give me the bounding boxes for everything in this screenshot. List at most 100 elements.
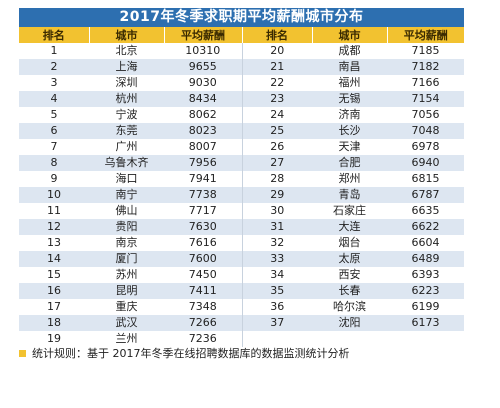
rank-cell: 1 (19, 43, 89, 59)
table-row: 1 北京 10310 20 成都 7185 (19, 43, 464, 59)
salary-cell: 7717 (164, 203, 242, 219)
header-city-right: 城市 (312, 27, 388, 43)
rank-cell: 2 (19, 59, 89, 75)
table-row: 16 昆明 7411 35 长春 6223 (19, 283, 464, 299)
header-rank-left: 排名 (19, 27, 90, 43)
table-row: 11 佛山 7717 30 石家庄 6635 (19, 203, 464, 219)
rank-cell: 6 (19, 123, 89, 139)
city-cell: 上海 (89, 59, 164, 75)
rank-cell: 8 (19, 155, 89, 171)
table-row: 18 武汉 7266 37 沈阳 6173 (19, 315, 464, 331)
salary-cell: 7630 (164, 219, 242, 235)
city-cell: 宁波 (89, 107, 164, 123)
rank-cell: 34 (241, 267, 312, 283)
rank-cell: 13 (19, 235, 89, 251)
rank-cell: 4 (19, 91, 89, 107)
rank-cell: 27 (241, 155, 312, 171)
city-cell: 成都 (312, 43, 387, 59)
footnote-text: 统计规则：基于 2017年冬季在线招聘数据库的数据监测统计分析 (32, 347, 350, 360)
city-cell: 广州 (89, 139, 164, 155)
rank-cell: 23 (241, 91, 312, 107)
rank-cell: 12 (19, 219, 89, 235)
table-row: 5 宁波 8062 24 济南 7056 (19, 107, 464, 123)
rank-cell: 7 (19, 139, 89, 155)
salary-cell: 6393 (387, 267, 464, 283)
bullet-square-icon (19, 349, 26, 357)
salary-cell: 7738 (164, 187, 242, 203)
table-row: 6 东莞 8023 25 长沙 7048 (19, 123, 464, 139)
city-cell: 大连 (312, 219, 387, 235)
city-cell: 海口 (89, 171, 164, 187)
salary-cell: 6940 (387, 155, 464, 171)
rank-cell: 29 (241, 187, 312, 203)
salary-cell: 8062 (164, 107, 242, 123)
rank-cell: 28 (241, 171, 312, 187)
city-cell: 济南 (312, 107, 387, 123)
salary-ranking-figure: 2017年冬季求职期平均薪酬城市分布 排名 城市 平均薪酬 排名 城市 平均薪酬… (19, 8, 464, 347)
rank-cell: 18 (19, 315, 89, 331)
city-cell: 福州 (312, 75, 387, 91)
salary-cell: 7048 (387, 123, 464, 139)
rank-cell: 25 (241, 123, 312, 139)
table-row: 7 广州 8007 26 天津 6978 (19, 139, 464, 155)
table-header-row: 排名 城市 平均薪酬 排名 城市 平均薪酬 (19, 27, 464, 43)
figure-title: 2017年冬季求职期平均薪酬城市分布 (19, 8, 464, 27)
table-row: 17 重庆 7348 36 哈尔滨 6199 (19, 299, 464, 315)
header-salary-left: 平均薪酬 (164, 27, 243, 43)
table-body: 1 北京 10310 20 成都 7185 2 上海 9655 21 南昌 7182 3 深圳 9030 22… (19, 43, 464, 347)
rank-cell: 21 (241, 59, 312, 75)
rank-cell: 11 (19, 203, 89, 219)
salary-cell: 7185 (387, 43, 464, 59)
salary-cell: 7616 (164, 235, 242, 251)
rank-cell: 36 (241, 299, 312, 315)
salary-cell: 6173 (387, 315, 464, 331)
salary-cell: 6604 (387, 235, 464, 251)
salary-cell: 6978 (387, 139, 464, 155)
rank-cell: 5 (19, 107, 89, 123)
rank-cell: 15 (19, 267, 89, 283)
salary-cell: 7956 (164, 155, 242, 171)
table-row: 8 乌鲁木齐 7956 27 合肥 6940 (19, 155, 464, 171)
salary-cell: 7600 (164, 251, 242, 267)
salary-cell: 7154 (387, 91, 464, 107)
city-cell: 西安 (312, 267, 387, 283)
table-row: 14 厦门 7600 33 太原 6489 (19, 251, 464, 267)
rank-cell: 9 (19, 171, 89, 187)
table-row: 4 杭州 8434 23 无锡 7154 (19, 91, 464, 107)
city-cell: 贵阳 (89, 219, 164, 235)
table-row: 2 上海 9655 21 南昌 7182 (19, 59, 464, 75)
city-cell: 北京 (89, 43, 164, 59)
city-cell: 昆明 (89, 283, 164, 299)
city-cell: 苏州 (89, 267, 164, 283)
salary-cell: 7450 (164, 267, 242, 283)
salary-cell: 7266 (164, 315, 242, 331)
salary-cell: 6815 (387, 171, 464, 187)
city-cell: 沈阳 (312, 315, 387, 331)
city-cell: 杭州 (89, 91, 164, 107)
salary-cell: 7056 (387, 107, 464, 123)
city-cell: 深圳 (89, 75, 164, 91)
salary-table: 排名 城市 平均薪酬 排名 城市 平均薪酬 1 北京 10310 20 成都 7185 2 上… (19, 27, 464, 347)
rank-cell: 30 (241, 203, 312, 219)
salary-cell: 8434 (164, 91, 242, 107)
rank-cell: 16 (19, 283, 89, 299)
salary-cell: 6199 (387, 299, 464, 315)
rank-cell: 32 (241, 235, 312, 251)
rank-cell (241, 331, 312, 347)
table-row: 12 贵阳 7630 31 大连 6622 (19, 219, 464, 235)
city-cell: 南昌 (312, 59, 387, 75)
table-row: 10 南宁 7738 29 青岛 6787 (19, 187, 464, 203)
city-cell: 青岛 (312, 187, 387, 203)
salary-cell: 7182 (387, 59, 464, 75)
rank-cell: 22 (241, 75, 312, 91)
city-cell: 太原 (312, 251, 387, 267)
salary-cell: 7348 (164, 299, 242, 315)
table-row: 15 苏州 7450 34 西安 6393 (19, 267, 464, 283)
salary-cell: 6223 (387, 283, 464, 299)
rank-cell: 14 (19, 251, 89, 267)
salary-cell: 7236 (164, 331, 242, 347)
city-cell: 佛山 (89, 203, 164, 219)
city-cell: 长春 (312, 283, 387, 299)
rank-cell: 31 (241, 219, 312, 235)
salary-cell: 8007 (164, 139, 242, 155)
